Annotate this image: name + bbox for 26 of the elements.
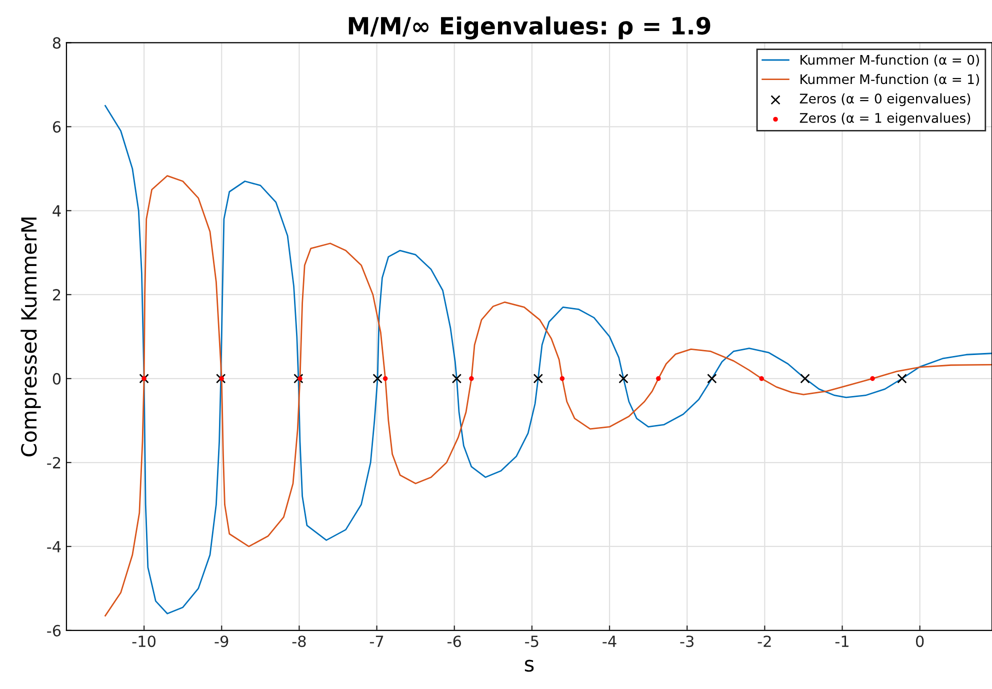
- y-tick-label: 8: [52, 37, 61, 49]
- x-tick-label: -6: [448, 636, 462, 648]
- x-tick-label: -3: [680, 636, 694, 648]
- y-tick-label: 2: [53, 289, 60, 300]
- x-tick-label: -10: [132, 636, 156, 648]
- x-tick-label: -8: [292, 636, 306, 648]
- x-tick-label: -5: [525, 636, 538, 648]
- legend-label: Zeros (α = 0 eigenvalues): [800, 93, 970, 106]
- x-tick-label: -1: [835, 636, 848, 647]
- y-tick-label: 0: [52, 373, 61, 385]
- x-tick-label: -9: [214, 636, 228, 648]
- y-tick-label: 4: [52, 205, 61, 216]
- x-tick-label: -2: [758, 636, 771, 647]
- legend-label: Zeros (α = 1 eigenvalues): [800, 112, 970, 126]
- y-tick-label: 6: [52, 121, 61, 133]
- x-tick-label: -4: [602, 636, 616, 647]
- y-axis-title: Compressed KummerM: [20, 218, 41, 456]
- x-axis-title: s: [524, 660, 534, 672]
- y-tick-label: -2: [47, 456, 60, 468]
- legend-label: Kummer M-function (α = 0): [800, 54, 979, 66]
- chart-title: M/M/∞ Eigenvalues: ρ = 1.9: [348, 16, 710, 40]
- y-tick-label: -6: [47, 624, 61, 636]
- legend-label: Kummer M-function (α = 1): [800, 74, 979, 86]
- y-tick-label: -4: [47, 541, 61, 552]
- x-tick-label: -7: [370, 636, 384, 647]
- x-tick-label: 0: [916, 636, 924, 648]
